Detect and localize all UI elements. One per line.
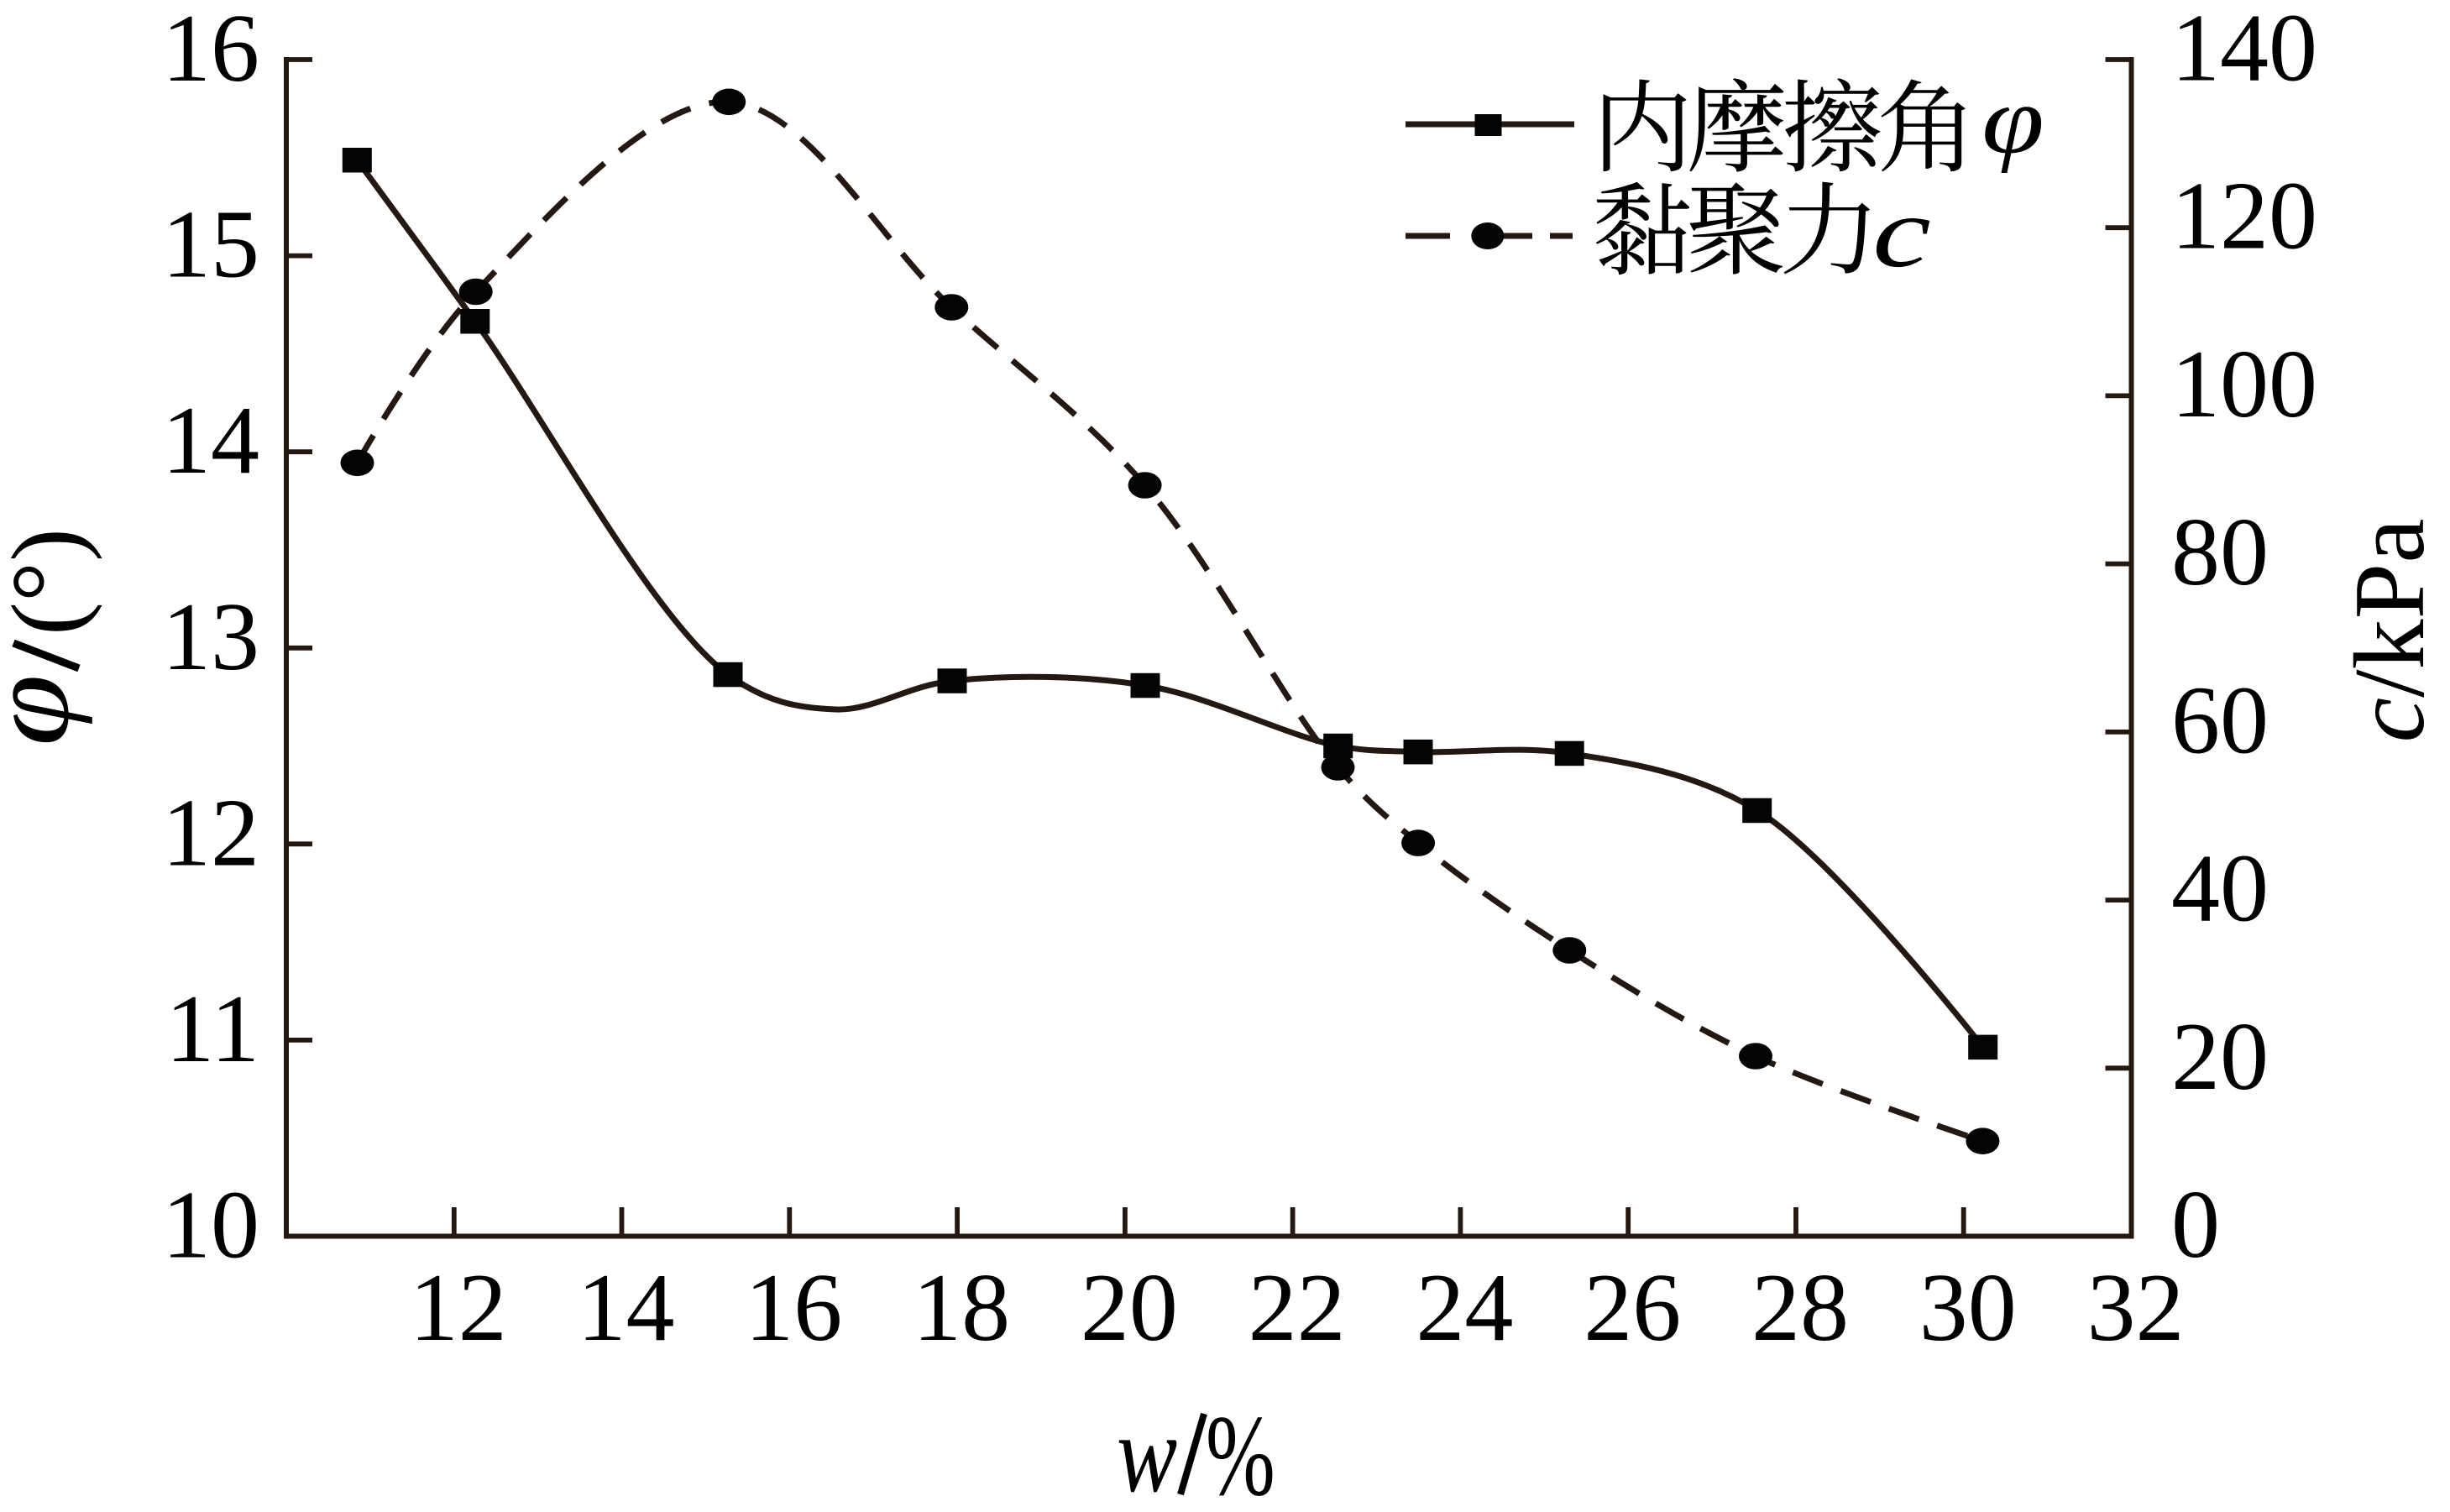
svg-text:28: 28 [1751,1254,1849,1362]
svg-text:12: 12 [162,779,259,887]
svg-text:20: 20 [1081,1254,1178,1362]
svg-text:0: 0 [2171,1171,2220,1279]
svg-text:32: 32 [2087,1254,2185,1362]
svg-text:%: % [1206,1392,1275,1512]
svg-text:16: 16 [162,0,259,102]
svg-text:40: 40 [2171,835,2269,943]
svg-text:16: 16 [745,1254,842,1362]
svg-text:80: 80 [2171,499,2269,606]
svg-text:12: 12 [410,1254,507,1362]
svg-text:100: 100 [2171,331,2317,438]
svg-text:φ: φ [0,674,93,746]
svg-text:60: 60 [2171,667,2269,774]
svg-text:20: 20 [2171,1003,2269,1111]
svg-text:c/kPa: c/kPa [2333,518,2446,742]
svg-text:18: 18 [913,1254,1010,1362]
svg-text:24: 24 [1416,1254,1513,1362]
svg-text:26: 26 [1584,1254,1681,1362]
svg-text:15: 15 [162,191,259,299]
svg-text:(°): (°) [0,528,102,636]
svg-text:30: 30 [1919,1254,2017,1362]
svg-text:11: 11 [165,976,259,1083]
svg-text:140: 140 [2171,0,2317,102]
svg-text:w: w [1117,1393,1177,1512]
svg-text:10: 10 [162,1172,259,1279]
svg-text:120: 120 [2171,163,2317,270]
svg-text:14: 14 [162,387,259,494]
svg-text:13: 13 [162,583,259,691]
svg-text:14: 14 [578,1254,675,1362]
svg-text:c: c [1872,176,1931,289]
svg-text:φ: φ [1981,67,2044,175]
svg-text:22: 22 [1249,1254,1346,1362]
